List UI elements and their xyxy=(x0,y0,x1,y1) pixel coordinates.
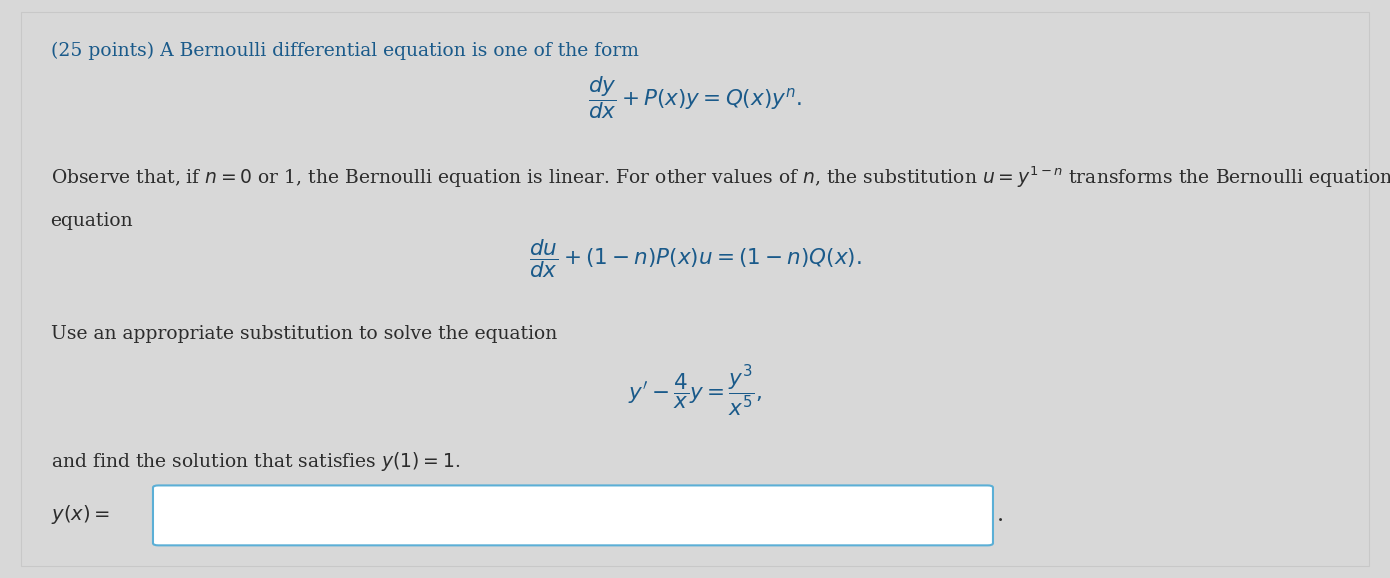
Text: $\dfrac{du}{dx} + (1-n)P(x)u = (1-n)Q(x).$: $\dfrac{du}{dx} + (1-n)P(x)u = (1-n)Q(x)… xyxy=(528,237,862,280)
Text: Use an appropriate substitution to solve the equation: Use an appropriate substitution to solve… xyxy=(50,325,557,343)
Text: (25 points) A Bernoulli differential equation is one of the form: (25 points) A Bernoulli differential equ… xyxy=(50,42,638,60)
Text: and find the solution that satisfies $y(1) = 1$.: and find the solution that satisfies $y(… xyxy=(50,450,460,473)
Text: .: . xyxy=(997,504,1004,526)
Text: $y(x) =$: $y(x) =$ xyxy=(50,503,110,527)
FancyBboxPatch shape xyxy=(153,486,992,546)
Text: $\dfrac{dy}{dx} + P(x)y = Q(x)y^n.$: $\dfrac{dy}{dx} + P(x)y = Q(x)y^n.$ xyxy=(588,74,802,121)
Text: equation: equation xyxy=(50,213,133,231)
Text: $y' - \dfrac{4}{x}y = \dfrac{y^3}{x^5},$: $y' - \dfrac{4}{x}y = \dfrac{y^3}{x^5},$ xyxy=(628,364,762,420)
Text: Observe that, if $n = 0$ or 1, the Bernoulli equation is linear. For other value: Observe that, if $n = 0$ or 1, the Berno… xyxy=(50,164,1390,190)
